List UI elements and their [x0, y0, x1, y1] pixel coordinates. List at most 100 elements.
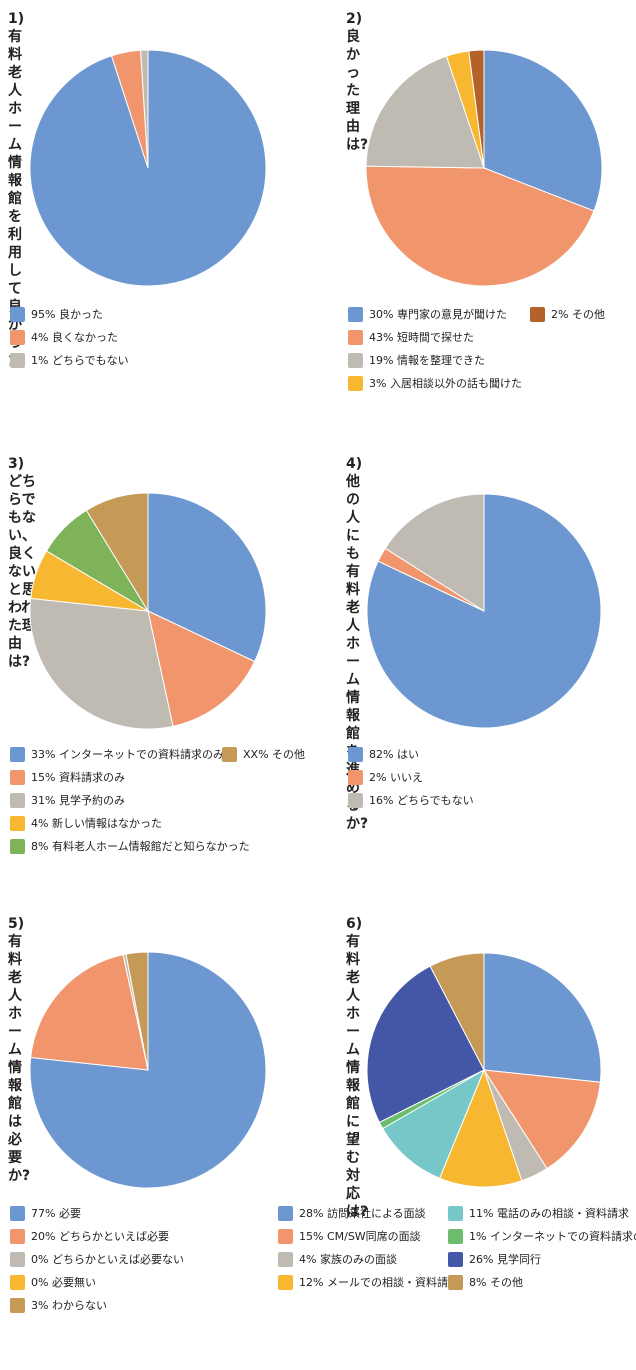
- legend-swatch: [10, 769, 25, 785]
- legend-swatch: [278, 1274, 293, 1290]
- legend-item: 2% その他: [530, 306, 605, 322]
- legend-label: 15% 資料請求のみ: [31, 771, 125, 784]
- legend-label: 20% どちらかといえば必要: [31, 1230, 169, 1243]
- legend-swatch: [448, 1251, 463, 1267]
- legend-label: 0% 必要無い: [31, 1276, 96, 1289]
- legend-label: 4% 新しい情報はなかった: [31, 817, 162, 830]
- pie-slice: [483, 1069, 601, 1170]
- legend-item: 0% 必要無い: [10, 1274, 96, 1290]
- legend-item: 30% 専門家の意見が聞けた: [348, 306, 507, 322]
- legend-item: 2% いいえ: [348, 769, 423, 785]
- legend-swatch: [10, 306, 25, 322]
- pie-slice: [438, 1068, 523, 1188]
- legend-label: 77% 必要: [31, 1207, 81, 1220]
- legend-label: 2% いいえ: [369, 771, 423, 784]
- legend-item: 1% どちらでもない: [10, 352, 129, 368]
- legend-label: 4% 良くなかった: [31, 331, 118, 344]
- legend-item: 16% どちらでもない: [348, 792, 474, 808]
- legend-swatch: [10, 792, 25, 808]
- legend-label: 8% 有料老人ホーム情報館だと知らなかった: [31, 840, 250, 853]
- legend-item: 43% 短時間で探せた: [348, 329, 474, 345]
- legend-label: 8% その他: [469, 1276, 523, 1289]
- legend-swatch: [10, 746, 25, 762]
- legend-swatch: [278, 1205, 293, 1221]
- legend-item: XX% その他: [222, 746, 305, 762]
- legend-swatch: [222, 746, 237, 762]
- legend-label: 3% 入居相談以外の話も聞けた: [369, 377, 522, 390]
- legend-item: 95% 良かった: [10, 306, 103, 322]
- legend-label: 95% 良かった: [31, 308, 103, 321]
- chart-title: 6)有料老人ホーム情報館に望む対応は?: [346, 916, 369, 1220]
- pie-slice: [483, 952, 602, 1083]
- legend-item: 4% 新しい情報はなかった: [10, 815, 162, 831]
- pie-slice: [429, 952, 485, 1071]
- legend-label: 16% どちらでもない: [369, 794, 474, 807]
- legend-swatch: [278, 1251, 293, 1267]
- legend-label: 1% どちらでもない: [31, 354, 129, 367]
- legend-swatch: [448, 1228, 463, 1244]
- legend-item: 19% 情報を整理できた: [348, 352, 485, 368]
- pie-slice: [147, 610, 256, 727]
- legend-swatch: [10, 1228, 25, 1244]
- legend-swatch: [348, 352, 363, 368]
- legend-swatch: [10, 1205, 25, 1221]
- legend-item: 3% 入居相談以外の話も聞けた: [348, 375, 522, 391]
- legend-item: 77% 必要: [10, 1205, 81, 1221]
- legend-swatch: [278, 1228, 293, 1244]
- legend-swatch: [10, 838, 25, 854]
- legend-label: 26% 見学同行: [469, 1253, 541, 1266]
- legend-label: XX% その他: [243, 748, 306, 761]
- legend-swatch: [10, 1251, 25, 1267]
- pie-slice: [140, 49, 149, 169]
- legend-item: 1% インターネットでの資料請求のみ: [448, 1228, 636, 1244]
- pie-slice: [365, 55, 485, 169]
- legend-swatch: [530, 306, 545, 322]
- legend-label: 43% 短時間で探せた: [369, 331, 474, 344]
- legend-item: 4% 家族のみの面談: [278, 1251, 397, 1267]
- pie-slice: [30, 954, 149, 1071]
- pie-slice: [365, 165, 595, 287]
- legend-label: 1% インターネットでの資料請求のみ: [469, 1230, 636, 1243]
- legend-swatch: [348, 375, 363, 391]
- pie-slice: [85, 492, 149, 613]
- legend-swatch: [10, 815, 25, 831]
- legend-swatch: [348, 329, 363, 345]
- legend-label: 31% 見学予約のみ: [31, 794, 125, 807]
- legend-item: 15% 資料請求のみ: [10, 769, 125, 785]
- pie-slice: [384, 493, 485, 612]
- legend-label: 82% はい: [369, 748, 419, 761]
- pie-slice: [381, 1068, 486, 1179]
- legend-swatch: [348, 306, 363, 322]
- legend-label: 2% その他: [551, 308, 605, 321]
- legend-swatch: [348, 792, 363, 808]
- legend-swatch: [10, 352, 25, 368]
- legend-label: 3% わからない: [31, 1299, 107, 1312]
- legend-swatch: [448, 1274, 463, 1290]
- legend-item: 26% 見学同行: [448, 1251, 541, 1267]
- legend-item: 3% わからない: [10, 1297, 107, 1313]
- legend-swatch: [348, 746, 363, 762]
- legend-item: 28% 訪問来社による面談: [278, 1205, 426, 1221]
- legend-item: 11% 電話のみの相談・資料請求: [448, 1205, 629, 1221]
- legend-swatch: [10, 1274, 25, 1290]
- chart-title: 3)どちらでもない、良くないと思われた理由は?: [8, 456, 36, 670]
- legend-label: 0% どちらかといえば必要ない: [31, 1253, 184, 1266]
- legend-swatch: [448, 1205, 463, 1221]
- legend-label: 33% インターネットでの資料請求のみ: [31, 748, 224, 761]
- pie-slice: [29, 597, 174, 730]
- legend-label: 19% 情報を整理できた: [369, 354, 485, 367]
- legend-item: 8% その他: [448, 1274, 523, 1290]
- legend-item: 4% 良くなかった: [10, 329, 118, 345]
- legend-label: 12% メールでの相談・資料請求: [299, 1276, 459, 1289]
- legend-label: 15% CM/SW同席の面談: [299, 1230, 421, 1243]
- legend-item: 12% メールでの相談・資料請求: [278, 1274, 459, 1290]
- pie-slice: [468, 49, 485, 169]
- chart-title: 2)良かった理由は?: [346, 11, 369, 153]
- legend-item: 33% インターネットでの資料請求のみ: [10, 746, 224, 762]
- legend-swatch: [10, 329, 25, 345]
